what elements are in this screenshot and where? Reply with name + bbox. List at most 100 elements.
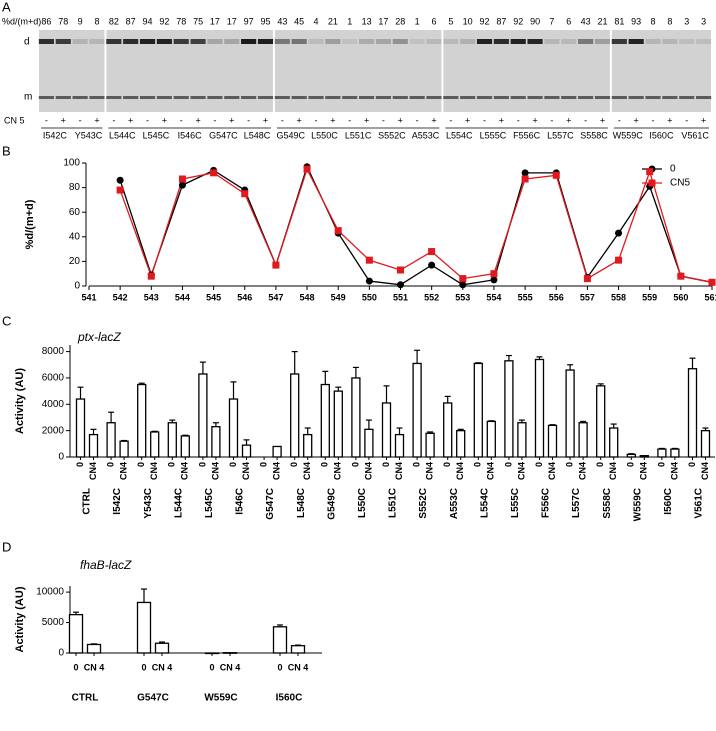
x-tick-label: 553 [455,292,470,302]
m-band [241,96,257,99]
d-band [325,39,341,44]
lane-label: G549C [276,130,305,140]
annotation: fhaB-lacZ [80,558,132,572]
group-label: 0 [534,462,544,467]
x-tick-label: L557C [571,488,582,518]
bar [456,429,466,458]
data-point [428,248,436,256]
m-band [207,96,223,99]
x-tick-label: G547C [265,488,276,520]
bar [657,448,667,458]
legend-label: CN5 [670,178,690,189]
data-point [147,272,155,280]
m-band [611,96,627,99]
d-band [38,39,55,44]
group-label: CN4 [547,462,557,480]
data-point [365,277,373,285]
m-band [106,96,122,99]
bar [547,424,558,458]
group-label: 0 [656,462,666,467]
x-tick-label: L548C [296,488,307,518]
x-tick-label: 541 [81,292,96,302]
bar [75,398,86,458]
bar [303,433,313,458]
d-band [241,39,257,44]
y-tick-label: 5000 [42,617,65,628]
x-tick-label: 542 [113,292,128,302]
treatment-label: CN 5 [4,115,25,125]
x-tick-label: L554C [479,488,490,518]
y-tick-label: 0 [58,452,64,463]
d-band [578,39,594,44]
x-tick-label: 552 [424,292,439,302]
m-band [123,96,139,99]
data-point [521,169,529,177]
bar [565,369,575,458]
d-band [544,39,560,44]
data-point [428,261,436,269]
percentage-label: 8 [651,16,656,26]
d-band [207,39,223,44]
percentage-label: 10 [463,16,473,26]
bar [290,373,300,458]
y-tick-label: 0 [58,648,64,659]
d-band [392,39,408,44]
lane-sign: - [652,115,655,125]
bar [609,427,619,458]
lane-label: S558C [580,130,608,140]
x-tick-label: 547 [268,292,283,302]
d-band [611,39,627,44]
percentage-label: 92 [159,16,169,26]
data-point [552,171,560,179]
lane-sign: + [364,115,369,125]
group-label: CN4 [486,462,496,480]
percentage-label: 1 [347,16,352,26]
data-point [272,261,280,269]
group-label: 0 [595,462,605,467]
m-band [510,96,526,99]
percentage-label: 92 [513,16,523,26]
group-label: 0 [136,462,146,467]
m-band [38,96,55,99]
lane-label: I546C [178,130,203,140]
bar [670,448,680,458]
percentage-label: 3 [684,16,689,26]
percentage-label: 86 [41,16,51,26]
m-band [594,96,611,99]
percentage-label: 75 [193,16,203,26]
d-band [409,39,425,44]
lane-sign: + [600,115,605,125]
x-tick-label: 548 [300,292,315,302]
d-band [426,39,442,44]
lane-label: V561C [681,130,709,140]
y-tick-label: 60 [69,207,81,218]
m-band [358,96,375,99]
x-tick-label: I560C [663,488,674,515]
data-point [615,229,623,237]
d-band [55,39,71,44]
y-tick-label: 0 [74,281,80,292]
group-label: CN 4 [288,662,309,672]
group-label: 0 [105,462,115,467]
d-band [527,39,543,44]
legend-label: 0 [670,164,676,175]
data-point [116,186,124,194]
y-tick-label: 20 [69,256,81,267]
bar [333,390,343,458]
bar [88,433,99,458]
y-tick-label: 40 [69,231,81,242]
x-tick-label: 556 [549,292,564,302]
percentage-label: 45 [294,16,304,26]
d-band [224,39,240,44]
m-band [375,96,392,99]
percentage-label: 9 [78,16,83,26]
group-label: CN4 [180,462,190,480]
data-point [615,256,623,264]
x-tick-label: 559 [642,292,657,302]
m-band [679,96,695,99]
bar [320,383,330,458]
bar [364,428,374,458]
lane-sign: + [330,115,335,125]
bar [241,444,252,458]
